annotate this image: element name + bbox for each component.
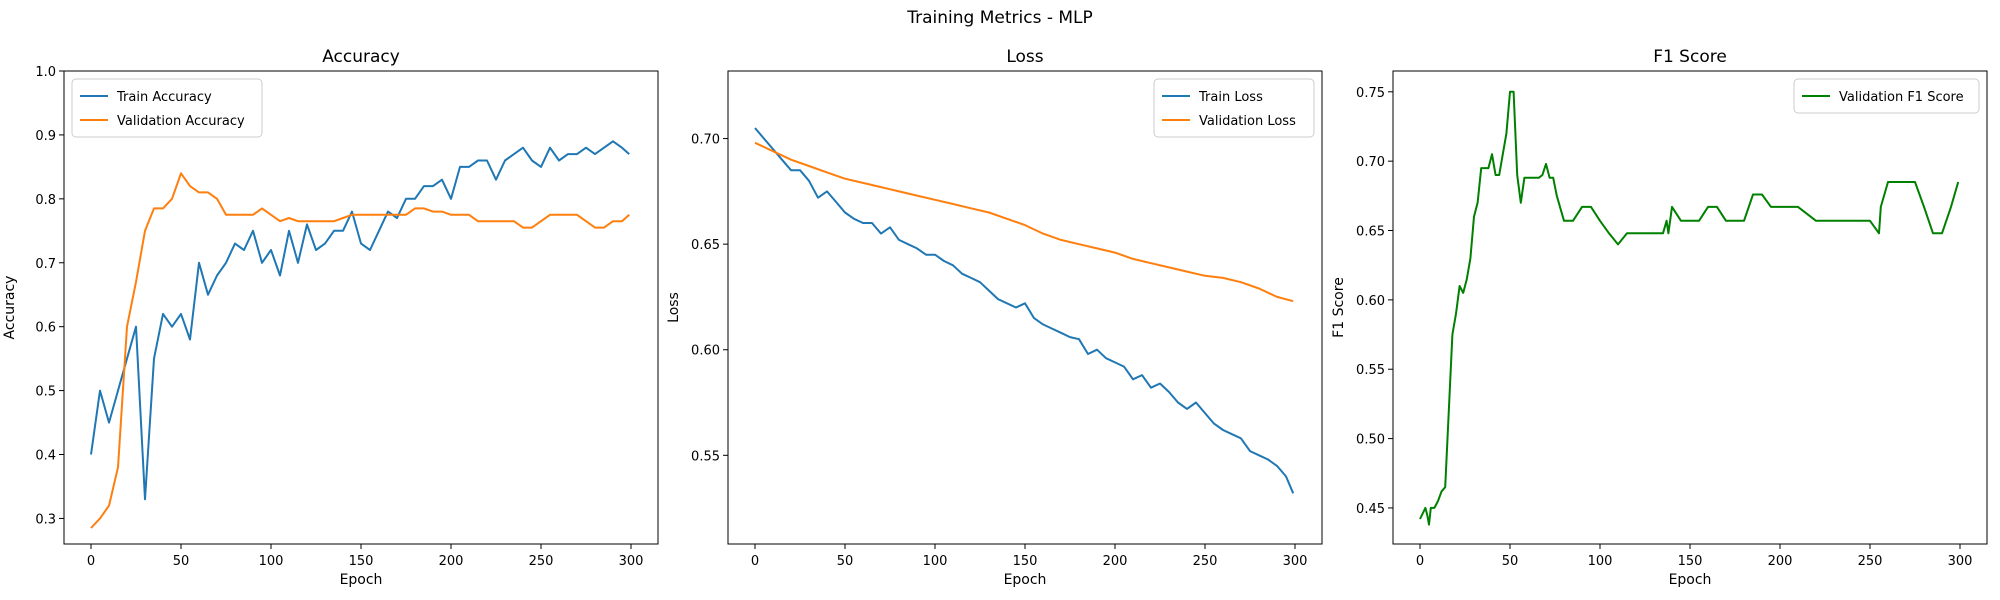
legend-label: Train Loss xyxy=(1198,90,1263,105)
series-line-1 xyxy=(754,127,1295,494)
y-tick-label: 0.75 xyxy=(1356,86,1385,101)
legend: Train Loss Validation Loss xyxy=(1153,78,1315,138)
series-line-1 xyxy=(1419,90,1960,526)
y-tick-label: 0.65 xyxy=(691,238,720,253)
y-axis-label: Accuracy xyxy=(2,276,18,340)
y-tick-label: 0.8 xyxy=(35,193,56,208)
x-tick-label: 50 xyxy=(1502,554,1519,569)
x-tick-label: 0 xyxy=(1416,554,1424,569)
y-tick-label: 0.6 xyxy=(35,321,56,336)
x-tick-label: 250 xyxy=(1193,554,1218,569)
y-tick-label: 0.50 xyxy=(1356,433,1385,448)
y-tick-label: 0.9 xyxy=(35,129,56,144)
legend: Validation F1 Score xyxy=(1793,78,1980,114)
x-tick-label: 250 xyxy=(1858,554,1883,569)
y-axis-label: F1 Score xyxy=(1331,277,1347,338)
series-line-2 xyxy=(754,141,1294,303)
legend-label: Validation Loss xyxy=(1199,114,1296,129)
chart-title: Accuracy xyxy=(322,47,400,67)
x-tick-label: 150 xyxy=(1678,554,1703,569)
y-tick-label: 0.55 xyxy=(1356,363,1385,378)
legend-box xyxy=(1153,78,1315,138)
x-axis-label: Epoch xyxy=(1004,572,1047,588)
y-tick-label: 1.0 xyxy=(35,65,56,80)
y-tick-label: 0.55 xyxy=(691,449,720,464)
series-line-1 xyxy=(90,140,630,501)
x-tick-label: 150 xyxy=(1013,554,1038,569)
chart-title: F1 Score xyxy=(1653,47,1727,67)
x-axis-label: Epoch xyxy=(1669,572,1712,588)
x-tick-label: 200 xyxy=(1768,554,1793,569)
chart-title: Loss xyxy=(1006,47,1043,67)
x-tick-label: 300 xyxy=(1283,554,1308,569)
legend-label: Validation Accuracy xyxy=(117,114,245,129)
plot-area xyxy=(63,70,659,545)
x-tick-label: 200 xyxy=(1103,554,1128,569)
x-tick-label: 250 xyxy=(529,554,554,569)
x-tick-label: 0 xyxy=(751,554,759,569)
y-tick-label: 0.5 xyxy=(35,385,56,400)
legend-box xyxy=(71,78,263,138)
x-axis-label: Epoch xyxy=(340,572,383,588)
x-tick-label: 100 xyxy=(923,554,948,569)
x-tick-label: 50 xyxy=(173,554,190,569)
y-tick-label: 0.7 xyxy=(35,257,56,272)
x-tick-label: 0 xyxy=(87,554,95,569)
x-tick-label: 100 xyxy=(1588,554,1613,569)
y-tick-label: 0.60 xyxy=(691,344,720,359)
x-tick-label: 50 xyxy=(837,554,854,569)
legend-label: Validation F1 Score xyxy=(1839,90,1964,105)
legend-label: Train Accuracy xyxy=(116,90,212,105)
x-tick-label: 300 xyxy=(1948,554,1973,569)
legend: Train Accuracy Validation Accuracy xyxy=(71,78,263,138)
x-tick-label: 150 xyxy=(349,554,374,569)
y-tick-label: 0.4 xyxy=(35,449,56,464)
x-tick-label: 100 xyxy=(259,554,284,569)
series-line-2 xyxy=(90,172,630,529)
y-tick-label: 0.45 xyxy=(1356,502,1385,517)
y-tick-label: 0.70 xyxy=(1356,155,1385,170)
x-tick-label: 200 xyxy=(439,554,464,569)
chart-panel-3: F1 Score 0 50 100 150 200 250 300 0.45 0.50 0.55 0.… xyxy=(1331,47,1988,588)
y-tick-label: 0.65 xyxy=(1356,225,1385,240)
y-tick-label: 0.3 xyxy=(35,512,56,527)
x-tick-label: 300 xyxy=(619,554,644,569)
chart-panel-1: Accuracy 0 50 100 150 200 250 300 0.3 0.4 0.5 0.6 0.… xyxy=(2,47,659,588)
figure-title: Training Metrics - MLP xyxy=(907,8,1093,28)
y-tick-label: 0.70 xyxy=(691,133,720,148)
chart-panel-2: Loss 0 50 100 150 200 250 300 0.55 0.60 0.65 0.70 Ep… xyxy=(666,47,1323,588)
y-tick-label: 0.60 xyxy=(1356,294,1385,309)
y-axis-label: Loss xyxy=(666,292,682,323)
plot-area xyxy=(1392,70,1988,545)
plot-area xyxy=(727,70,1323,545)
legend-box xyxy=(1793,78,1980,114)
